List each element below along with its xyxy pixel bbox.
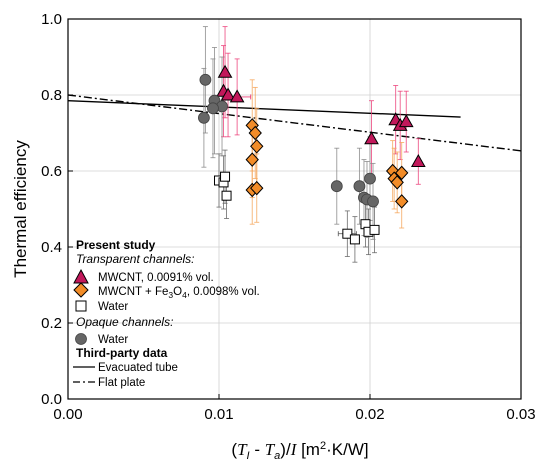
legend: Present study Transparent channels: MWCN… [73,238,260,389]
legend-fe-sub2: 4 [182,290,187,300]
y-tick-label: 1.0 [41,11,62,28]
x-tick-label: 0.01 [204,406,233,423]
mwcnt-point [364,131,379,145]
x-label-t1: T [237,440,248,459]
mwcnt-fe-point [248,125,262,141]
legend-flat-plate: Flat plate [98,377,145,389]
x-label-unit-close: ·K/W] [326,440,369,459]
legend-water-transparent: Water [98,301,128,313]
x-label-minus: - [250,440,265,459]
mwcnt-fe-point [390,175,404,190]
water-transparent-point [369,224,380,235]
mwcnt-point [398,114,414,128]
legend-mwcnt: MWCNT, 0.0091% vol. [98,272,214,284]
legend-fe-post: , 0.0098% vol. [187,286,260,298]
x-label-div: )/ [280,440,291,459]
mwcnt-point [220,87,236,101]
mwcnt-fe-point [245,152,259,167]
mwcnt-point [410,153,426,167]
x-tick-label: 0.00 [53,406,82,423]
x-axis-label: (TI - Ta)/I [m2·K/W] [231,440,368,462]
data-markers [197,64,426,245]
mwcnt-fe-point [250,139,264,154]
legend-opaque-heading: Opaque channels: [76,315,173,329]
legend-evacuated: Evacuated tube [98,362,178,374]
legend-present-study: Present study [76,238,156,252]
water-transparent-point [342,228,353,239]
legend-mwcnt-fe: MWCNT + Fe3O4, 0.0098% vol. [98,286,260,300]
legend-square-icon [75,300,87,312]
water-opaque-point [199,73,212,86]
axis-ticks: 0.0 0.2 0.4 0.6 0.8 1.0 0.00 0.01 0.02 0.03 [41,11,535,423]
x-label-t1-sub: I [247,450,250,462]
water-opaque-point [353,180,366,193]
mwcnt-fe-point [395,165,409,181]
x-label-sup: 2 [320,440,326,452]
water-opaque-point [207,102,219,115]
legend-fe-pre: MWCNT + Fe [98,286,168,298]
water-transparent-point [220,171,231,182]
x-label-i: I [290,440,298,459]
legend-circle-icon [75,333,87,345]
water-opaque-point [364,172,376,185]
plot-frame [67,18,522,400]
x-label-open: ( [231,440,237,459]
y-axis-label: Thermal efficiency [11,140,30,278]
y-tick-label: 0.6 [41,163,62,180]
mwcnt-point [229,89,245,103]
legend-transparent-heading: Transparent channels: [76,252,195,266]
legend-third-party: Third-party data [76,346,168,360]
y-tick-label: 0.8 [41,87,62,104]
mwcnt-fe-point [250,180,264,196]
x-label-t2: T [265,440,276,459]
x-tick-label: 0.03 [506,406,535,423]
water-transparent-point [349,234,360,245]
water-opaque-point [197,111,210,124]
y-tick-label: 0.4 [41,239,62,256]
plot-area [68,19,521,399]
x-label-t2-sub: a [274,450,280,462]
legend-water-opaque: Water [98,334,128,346]
legend-fe-mid: O [173,286,182,298]
x-label-unit: [m [296,440,320,459]
y-tick-label: 0.2 [41,315,62,332]
y-tick-label: 0.0 [41,391,62,408]
x-tick-label: 0.02 [355,406,384,423]
flat-plate-line [68,94,521,152]
water-transparent-point [221,190,232,201]
mwcnt-point [217,64,233,78]
water-opaque-point [330,180,343,193]
legend-diamond-icon [73,282,89,298]
mwcnt-fe-point [395,194,409,209]
water-opaque-point [367,195,379,208]
legend-fe-sub1: 3 [168,290,173,300]
